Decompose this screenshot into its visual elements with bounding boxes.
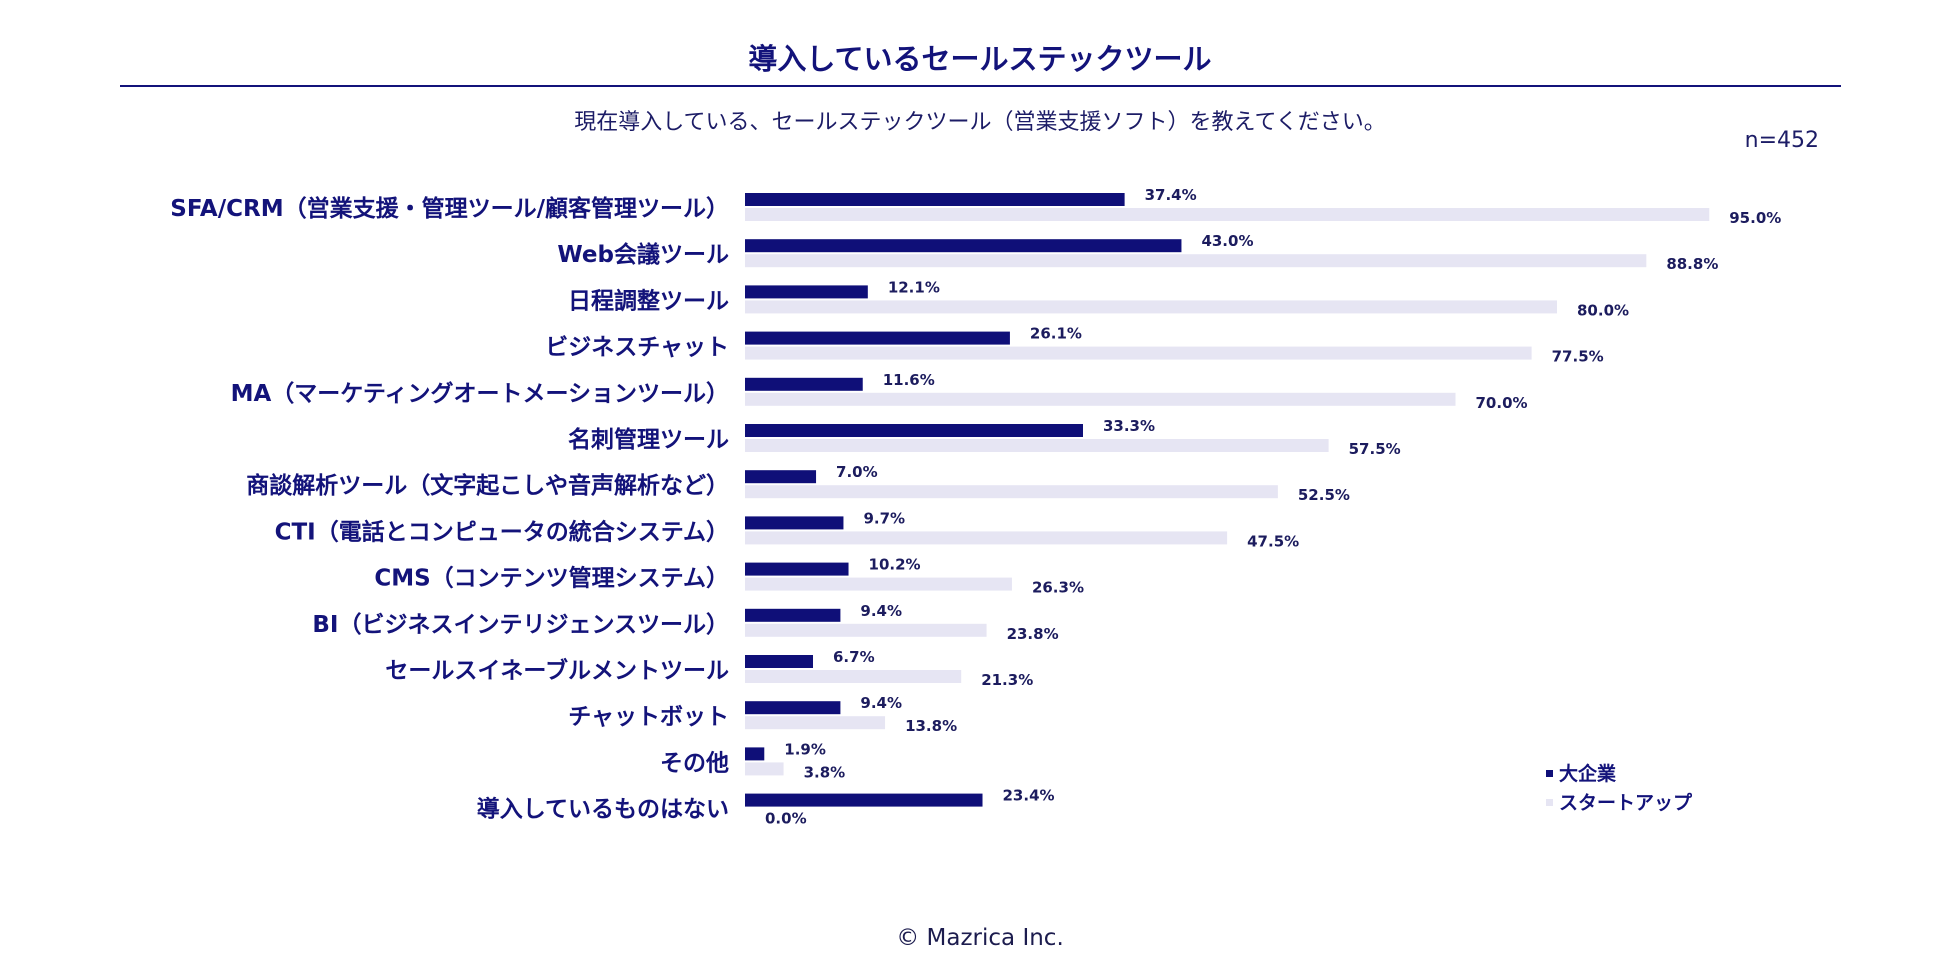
category-label: その他 [660, 750, 729, 776]
value-label-large-company: 37.4% [1145, 186, 1197, 204]
category-label: チャットボット [568, 704, 729, 730]
value-label-startup: 57.5% [1349, 440, 1401, 458]
bar-large-company [745, 793, 983, 807]
bar-startup [745, 208, 1710, 221]
copyright: © Mazrica Inc. [896, 925, 1064, 951]
category-label: 名刺管理ツール [568, 426, 729, 453]
bar-large-company [745, 331, 1010, 345]
bar-large-company [745, 516, 844, 530]
sample-size-label: n=452 [1744, 128, 1819, 153]
value-label-large-company: 43.0% [1201, 232, 1253, 250]
value-label-large-company: 6.7% [833, 648, 875, 666]
category-label: 導入しているものはない [477, 796, 729, 823]
bar-large-company [745, 285, 868, 299]
bar-large-company [745, 193, 1125, 206]
category-label: Web会議ツール [557, 241, 729, 268]
value-label-startup: 70.0% [1476, 394, 1528, 412]
value-label-large-company: 33.3% [1103, 417, 1155, 435]
category-label: CTI（電話とコンピュータの統合システム） [275, 518, 729, 545]
bar-startup [745, 485, 1278, 499]
value-label-startup: 77.5% [1552, 348, 1604, 366]
value-label-large-company: 1.9% [784, 740, 826, 758]
bar-large-company [745, 377, 863, 391]
bar-large-company [745, 424, 1083, 437]
bar-startup [745, 670, 962, 683]
value-label-large-company: 11.6% [883, 371, 935, 389]
value-label-large-company: 7.0% [836, 463, 878, 481]
value-label-large-company: 26.1% [1030, 325, 1082, 343]
value-label-large-company: 9.4% [860, 694, 902, 712]
category-label: BI（ビジネスインテリジェンスツール） [312, 611, 729, 638]
bar-startup [745, 439, 1329, 452]
value-label-startup: 13.8% [905, 717, 957, 735]
category-label: ビジネスチャット [545, 335, 729, 361]
bar-large-company [745, 470, 817, 484]
bar-startup [745, 577, 1012, 591]
value-label-large-company: 10.2% [869, 556, 921, 574]
value-label-large-company: 12.1% [888, 278, 940, 296]
legend-swatch-startup [1546, 799, 1553, 806]
value-label-startup: 3.8% [804, 763, 846, 781]
bar-startup [745, 254, 1647, 268]
bar-startup [745, 300, 1557, 314]
category-label: SFA/CRM（営業支援・管理ツール/顧客管理ツール） [170, 195, 729, 222]
bar-large-company [745, 239, 1182, 253]
bar-large-company [745, 701, 841, 715]
legend-swatch-large-company [1546, 770, 1553, 777]
bar-startup [745, 716, 886, 730]
bar-large-company [745, 562, 849, 576]
chart-title: 導入しているセールステックツール [748, 42, 1212, 76]
category-label: セールスイネーブルメントツール [385, 657, 729, 684]
legend-label-startup: スタートアップ [1559, 791, 1693, 814]
bar-startup [745, 531, 1228, 545]
category-label: MA（マーケティングオートメーションツール） [231, 380, 729, 407]
title-divider [120, 85, 1841, 87]
value-label-large-company: 9.4% [860, 602, 902, 620]
chart-subtitle: 現在導入している、セールステックツール（営業支援ソフト）を教えてください。 [574, 110, 1386, 135]
bar-startup [745, 623, 987, 637]
value-label-startup: 21.3% [981, 671, 1033, 689]
bar-large-company [745, 608, 841, 622]
category-label: 日程調整ツール [568, 287, 729, 314]
value-label-startup: 80.0% [1577, 301, 1629, 319]
category-label: CMS（コンテンツ管理システム） [374, 565, 729, 592]
value-label-startup: 88.8% [1666, 255, 1718, 273]
value-label-startup: 95.0% [1729, 209, 1781, 227]
value-label-large-company: 9.7% [863, 509, 905, 527]
bar-large-company [745, 655, 814, 668]
bar-startup [745, 346, 1532, 360]
bar-startup [745, 762, 784, 776]
value-label-startup: 47.5% [1247, 532, 1299, 550]
value-label-startup: 0.0% [765, 810, 807, 828]
value-label-large-company: 23.4% [1003, 787, 1055, 805]
legend-label-large-company: 大企業 [1559, 762, 1617, 785]
bar-large-company [745, 747, 765, 761]
value-label-startup: 52.5% [1298, 486, 1350, 504]
value-label-startup: 26.3% [1032, 579, 1084, 597]
value-label-startup: 23.8% [1007, 625, 1059, 643]
category-label: 商談解析ツール（文字起こしや音声解析など） [246, 472, 729, 499]
bar-startup [745, 392, 1456, 406]
